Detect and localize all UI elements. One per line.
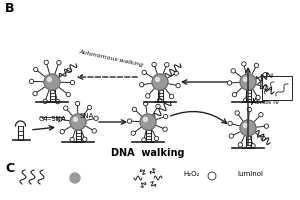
Circle shape [240,120,256,136]
Circle shape [243,123,247,127]
Text: luminol: luminol [237,171,263,177]
Circle shape [140,114,156,130]
Circle shape [44,74,60,90]
Circle shape [70,114,86,130]
Text: G4–SNA: G4–SNA [38,116,66,122]
Text: SNA: SNA [80,113,94,119]
Text: C: C [5,162,14,175]
Circle shape [70,173,80,183]
Text: DNA  walking: DNA walking [111,148,185,158]
Circle shape [143,117,147,121]
Text: ✗: ✗ [250,97,258,107]
Text: Ends IV: Ends IV [256,99,279,104]
Text: B: B [5,2,14,15]
Circle shape [155,77,159,81]
Text: Autonomous walking: Autonomous walking [78,49,144,68]
Circle shape [243,77,247,81]
Circle shape [240,74,256,90]
Circle shape [47,77,51,81]
Circle shape [152,74,168,90]
Bar [262,76,292,100]
Circle shape [74,117,77,121]
Text: H₂O₂: H₂O₂ [184,171,200,177]
